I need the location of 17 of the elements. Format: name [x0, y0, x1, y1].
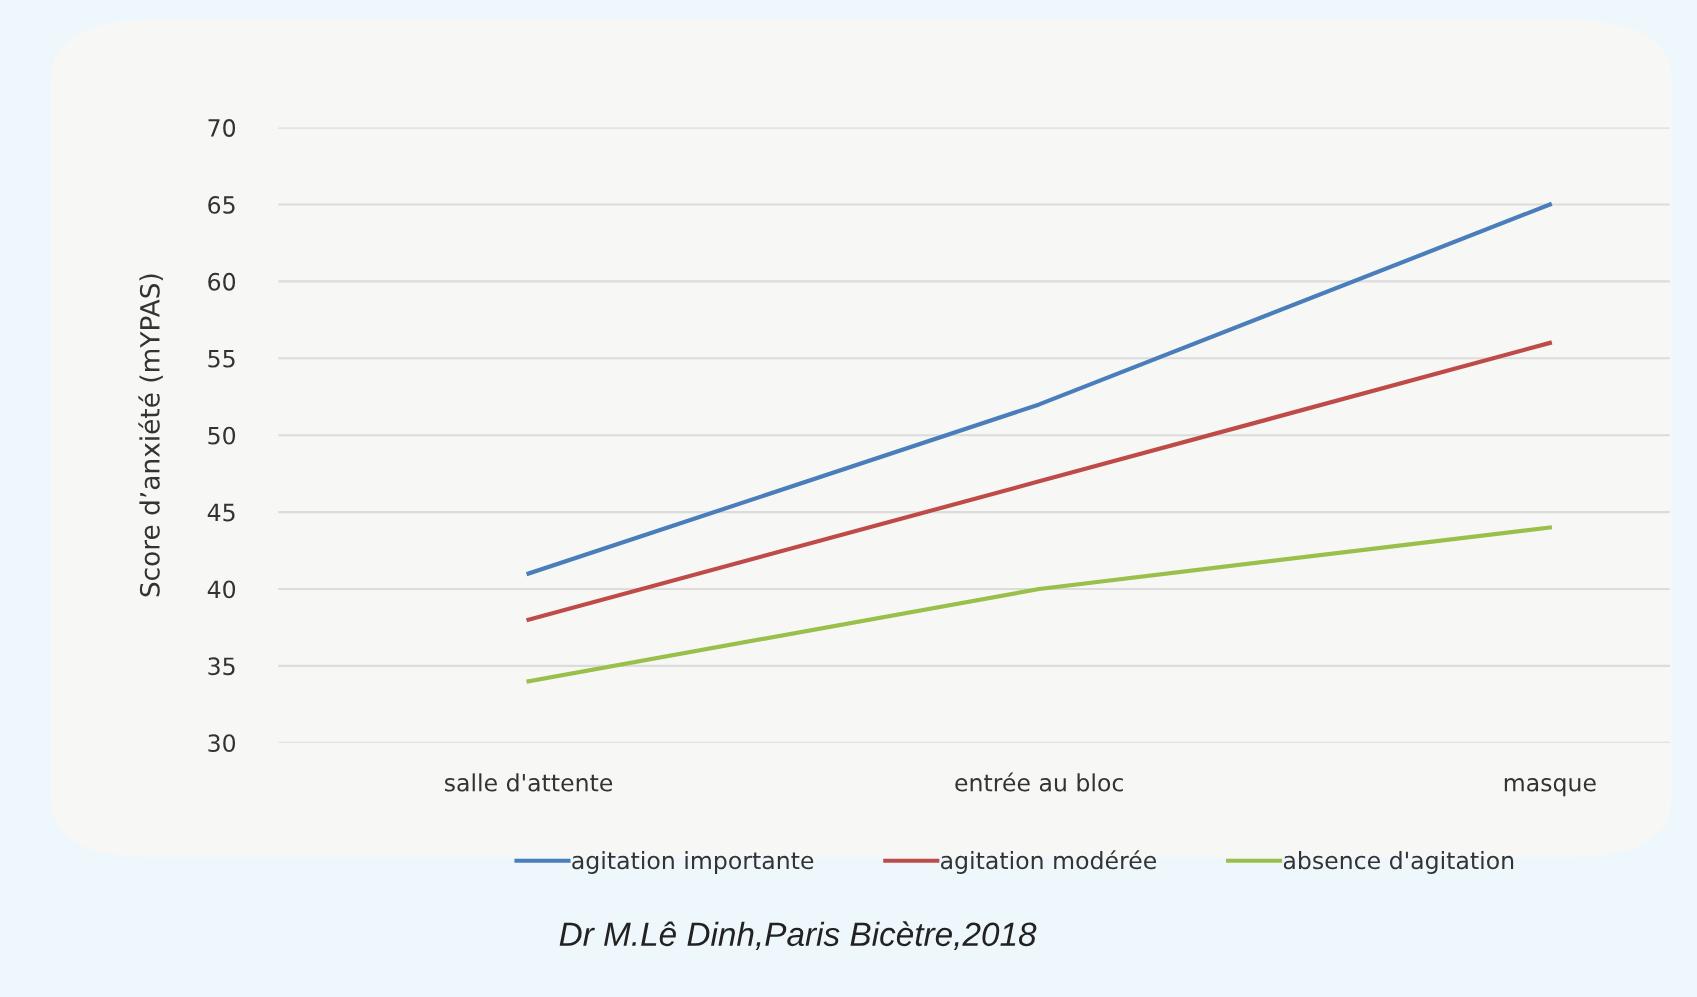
y-axis-title: Score d’anxiété (mYPAS): [138, 274, 163, 597]
legend-label: absence d'agitation: [1283, 851, 1514, 874]
y-tick-label: 35: [208, 657, 235, 676]
legend-label: agitation modérée: [941, 850, 1157, 874]
legend-label: agitation importante: [572, 851, 814, 874]
y-tick-label: 40: [207, 580, 236, 599]
y-tick-label: 30: [208, 734, 236, 753]
text: Dr M.Lê Dinh,Paris Bicètre,2018: [559, 921, 1037, 951]
x-tick-label: entrée au bloc: [955, 772, 1123, 792]
y-tick-label: 70: [208, 119, 236, 137]
y-tick-label: 65: [208, 195, 235, 214]
x-tick-label: salle d'attente: [444, 773, 613, 792]
y-tick-label: 50: [208, 426, 236, 445]
x-tick-label: masque: [1504, 778, 1596, 797]
y-tick-label: 55: [208, 350, 235, 368]
y-tick-label: 45: [207, 503, 235, 522]
y-tick-label: 60: [208, 272, 236, 291]
